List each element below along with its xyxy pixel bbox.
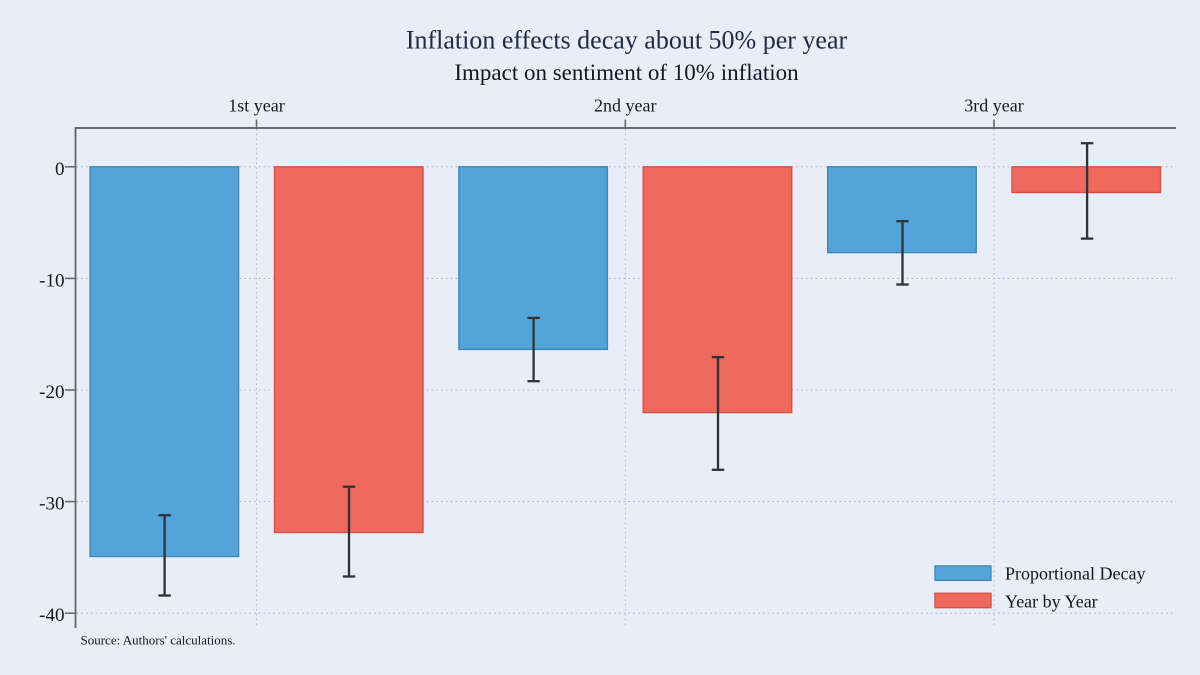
- svg-text:Inflation effects decay about: Inflation effects decay about 50% per ye…: [406, 26, 848, 55]
- svg-text:Source: Authors' calculations.: Source: Authors' calculations.: [81, 633, 236, 648]
- svg-text:Proportional Decay: Proportional Decay: [1005, 564, 1145, 584]
- svg-text:Year by Year: Year by Year: [1005, 592, 1098, 612]
- svg-text:-40: -40: [39, 605, 64, 626]
- svg-text:-20: -20: [39, 382, 64, 403]
- svg-text:-10: -10: [39, 270, 64, 291]
- svg-text:1st year: 1st year: [228, 96, 284, 116]
- svg-text:0: 0: [55, 159, 65, 180]
- svg-text:Impact on sentiment of 10% inf: Impact on sentiment of 10% inflation: [454, 60, 799, 85]
- svg-text:-30: -30: [39, 494, 64, 515]
- svg-text:2nd year: 2nd year: [594, 96, 656, 116]
- svg-text:3rd year: 3rd year: [964, 96, 1023, 116]
